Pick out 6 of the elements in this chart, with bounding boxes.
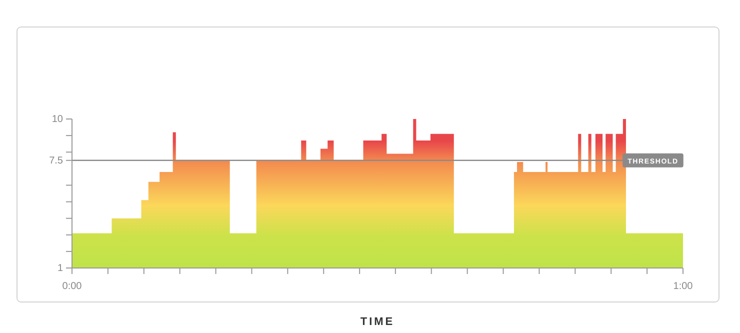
- x-axis-title: TIME: [360, 316, 395, 328]
- y-tick-label: 10: [52, 114, 64, 126]
- x-tick-label: 1:00: [673, 281, 694, 292]
- x-tick-label: 0:00: [62, 281, 82, 292]
- y-tick-label: 1: [57, 263, 64, 274]
- y-tick-label: 7.5: [49, 156, 64, 167]
